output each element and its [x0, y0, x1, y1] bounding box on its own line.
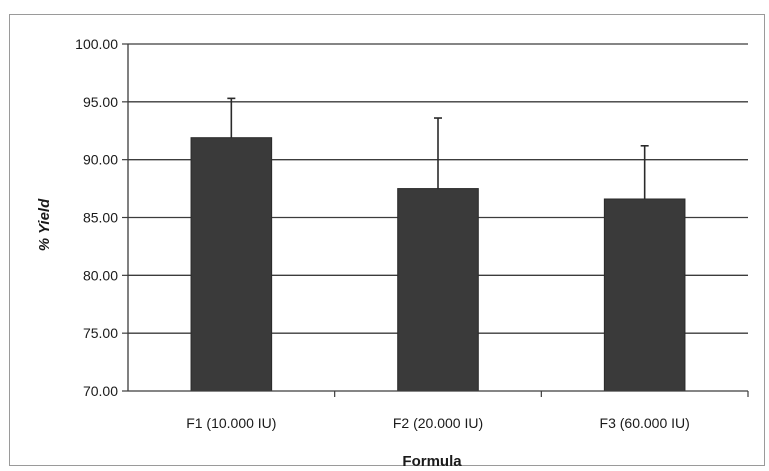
y-tick-label: 95.00 — [83, 94, 118, 110]
error-bars — [227, 97, 649, 199]
y-tick-label: 70.00 — [83, 383, 118, 399]
y-tick-label: 80.00 — [83, 267, 118, 283]
y-axis-title: % Yield — [36, 198, 53, 251]
x-tick-label: F1 (10.000 IU) — [186, 415, 276, 431]
labels: 70.00 75.00 80.00 85.00 90.00 95.00 100.00 F1 (… — [75, 36, 690, 431]
bar — [190, 137, 273, 392]
bar — [603, 198, 686, 392]
y-tick-label: 90.00 — [83, 152, 118, 168]
y-tick-label: 85.00 — [83, 210, 118, 226]
y-tick-label: 100.00 — [75, 36, 118, 52]
y-tick-label: 75.00 — [83, 325, 118, 341]
x-tick-label: F3 (60.000 IU) — [600, 415, 690, 431]
x-axis-title: Formula — [402, 453, 462, 470]
bar — [397, 188, 479, 392]
x-tick-label: F2 (20.000 IU) — [393, 415, 483, 431]
axes — [122, 43, 749, 397]
